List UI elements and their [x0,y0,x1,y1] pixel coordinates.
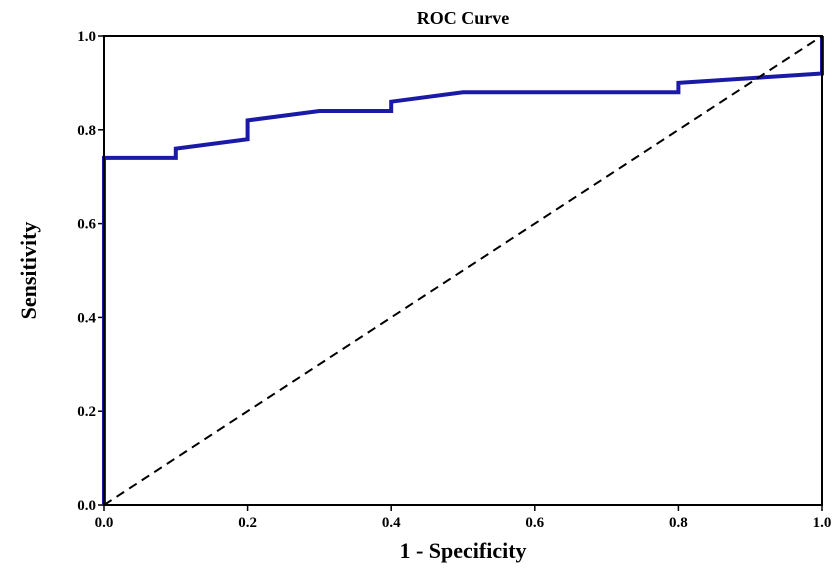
axes-layer [103,35,823,506]
y-axis-title: Sensitivity [16,222,41,320]
y-tick-label: 0.2 [77,404,96,420]
x-tick-label: 0.2 [238,515,257,531]
series-layer [102,35,824,506]
y-tick-label: 0.0 [77,498,96,514]
y-tick-label: 0.4 [77,310,96,326]
roc-curve-line [102,36,824,505]
x-tick-label: 0.0 [95,515,114,531]
ticks-layer: 0.0 0.2 0.4 0.6 0.8 1.0 0.0 0.2 0.4 0.6 0.8 1.0 [77,29,831,531]
x-tick-label: 0.8 [669,515,688,531]
x-tick-label: 0.6 [525,515,544,531]
plot-frame [103,35,823,506]
x-axis-title: 1 - Specificity [399,538,526,563]
y-tick-label: 0.6 [77,217,96,233]
x-tick-label: 1.0 [813,515,832,531]
x-tick-label: 0.4 [382,515,401,531]
y-tick-label: 0.8 [77,123,96,139]
reference-diagonal-line [103,35,823,506]
y-tick-label: 1.0 [77,29,96,45]
chart-title: ROC Curve [417,8,510,28]
